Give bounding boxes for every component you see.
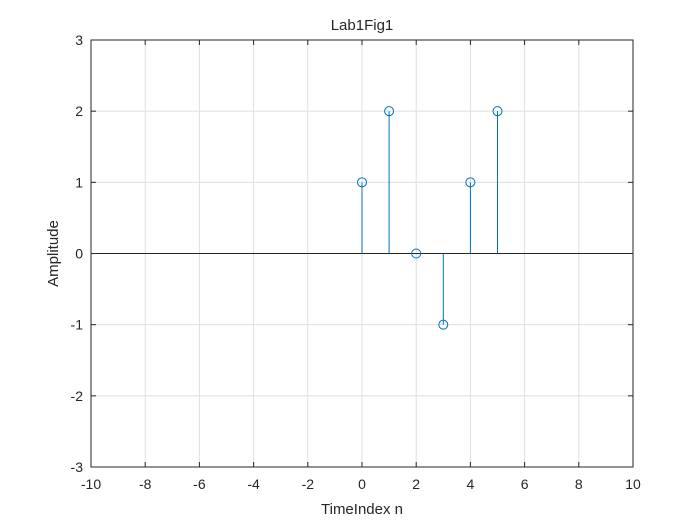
x-tick-label: 0 [358, 476, 366, 492]
y-tick-label: 2 [75, 103, 83, 119]
x-axis-label: TimeIndex n [321, 501, 403, 518]
x-tick-label: 2 [412, 476, 420, 492]
y-tick-label: 3 [75, 32, 83, 48]
stem-marker [411, 248, 422, 259]
stem-marker [438, 319, 449, 330]
stem-marker [492, 106, 503, 117]
y-tick-label: 1 [75, 174, 83, 190]
stem-series [357, 106, 503, 330]
stem-marker [465, 177, 476, 188]
x-tick-label: 4 [467, 476, 475, 492]
chart-title: Lab1Fig1 [331, 17, 394, 34]
y-tick-label: -3 [71, 459, 84, 475]
y-axis-ticks: -3 -2 -1 0 1 2 3 [71, 32, 633, 475]
y-tick-label: -2 [71, 388, 84, 404]
y-tick-label: -1 [71, 317, 84, 333]
stem-marker [357, 177, 367, 188]
stem-marker [384, 106, 395, 117]
x-tick-label: -8 [139, 476, 152, 492]
y-tick-label: 0 [75, 246, 83, 262]
x-tick-label: -2 [302, 476, 315, 492]
x-tick-label: -4 [247, 476, 260, 492]
x-tick-label: -10 [81, 476, 101, 492]
x-tick-label: 6 [521, 476, 529, 492]
x-tick-label: 10 [625, 476, 641, 492]
y-axis-label: Amplitude [45, 220, 62, 287]
x-axis-ticks: -10 -8 -6 -4 -2 0 2 4 6 8 10 [81, 40, 641, 492]
x-tick-label: -6 [193, 476, 206, 492]
x-tick-label: 8 [575, 476, 583, 492]
